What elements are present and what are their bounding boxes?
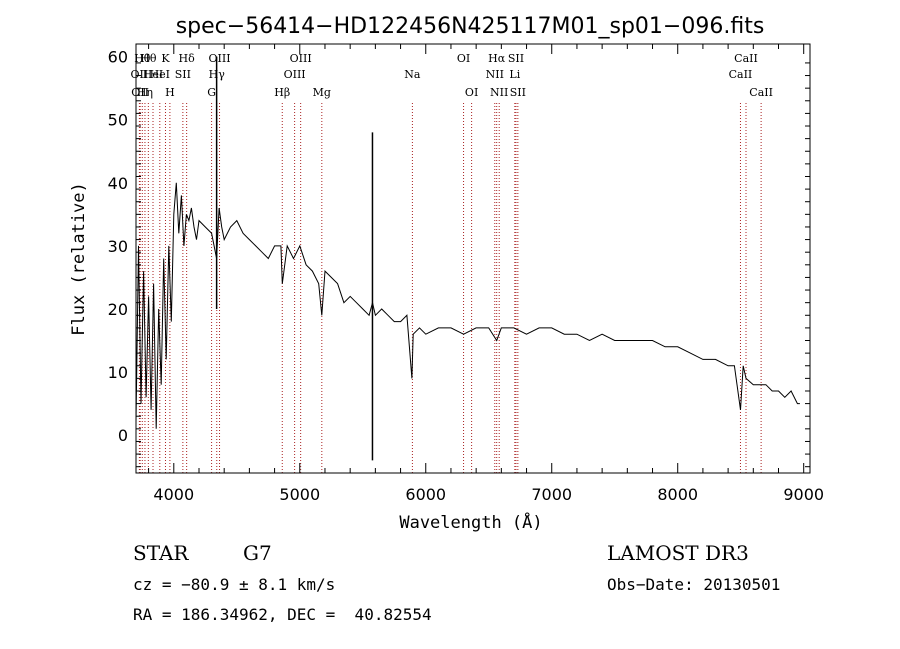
marker-label: NII xyxy=(490,86,508,99)
y-tick-label: 30 xyxy=(108,237,128,256)
object-class: STAR xyxy=(133,541,189,565)
y-tick-label: 20 xyxy=(108,300,128,319)
marker-label: OI xyxy=(457,52,470,65)
x-tick-label: 4000 xyxy=(153,485,194,504)
marker-label: OIII xyxy=(208,52,230,65)
marker-label: Mg xyxy=(313,86,331,99)
line-markers: OIIOIIHθHηHθHeIHeIKHSIIHδGHγOIIIHβOIIIOI… xyxy=(131,52,773,473)
marker-label: SII xyxy=(510,86,526,99)
x-tick-label: 5000 xyxy=(279,485,320,504)
marker-label: HeI xyxy=(150,68,170,81)
y-tick-label: 60 xyxy=(108,48,128,67)
x-axis-label: Wavelength (Å) xyxy=(399,511,542,533)
redshift-text: cz = −80.9 ± 8.1 km/s xyxy=(133,575,335,594)
marker-label: CaII xyxy=(729,68,753,81)
marker-label: SII xyxy=(508,52,524,65)
marker-label: SII xyxy=(175,68,191,81)
y-tick-label: 50 xyxy=(108,111,128,130)
marker-label: OIII xyxy=(290,52,312,65)
spectrum-line xyxy=(135,182,800,429)
x-axis: 4000 5000 6000 7000 8000 9000 xyxy=(148,44,824,504)
marker-label: CaII xyxy=(734,52,758,65)
marker-label: H xyxy=(165,86,175,99)
marker-label: NII xyxy=(486,68,504,81)
marker-label: K xyxy=(161,52,170,65)
marker-label: Hβ xyxy=(274,86,290,99)
marker-label: Hθ xyxy=(134,52,151,65)
y-tick-label: 0 xyxy=(118,426,128,445)
marker-label: HeI xyxy=(143,68,163,81)
plot-frame xyxy=(135,43,811,474)
x-tick-label: 6000 xyxy=(405,485,446,504)
x-tick-label: 9000 xyxy=(783,485,824,504)
y-axis: 0 10 20 30 40 50 60 xyxy=(108,48,810,468)
marker-label: Na xyxy=(404,68,421,81)
obs-date-text: Obs−Date: 20130501 xyxy=(607,575,780,594)
x-tick-label: 7000 xyxy=(531,485,572,504)
spike-lines xyxy=(215,56,374,461)
marker-label: Hα xyxy=(488,52,506,65)
marker-label: Li xyxy=(509,68,520,81)
marker-label: OI xyxy=(465,86,478,99)
marker-label: Hθ xyxy=(140,52,157,65)
coordinates-text: RA = 186.34962, DEC = 40.82554 xyxy=(133,605,432,624)
chart-title: spec−56414−HD122456N425117M01_sp01−096.f… xyxy=(176,14,765,39)
y-tick-label: 10 xyxy=(108,363,128,382)
object-subclass: G7 xyxy=(243,541,272,565)
x-tick-label: 8000 xyxy=(657,485,698,504)
marker-label: OII xyxy=(131,68,149,81)
marker-label: G xyxy=(207,86,216,99)
y-axis-label: Flux (relative) xyxy=(69,182,89,336)
marker-label: Hη xyxy=(137,86,153,99)
marker-label: Hδ xyxy=(179,52,196,65)
survey-name: LAMOST DR3 xyxy=(607,541,749,565)
marker-label: CaII xyxy=(749,86,773,99)
marker-label: OIII xyxy=(284,68,306,81)
y-tick-label: 40 xyxy=(108,174,128,193)
